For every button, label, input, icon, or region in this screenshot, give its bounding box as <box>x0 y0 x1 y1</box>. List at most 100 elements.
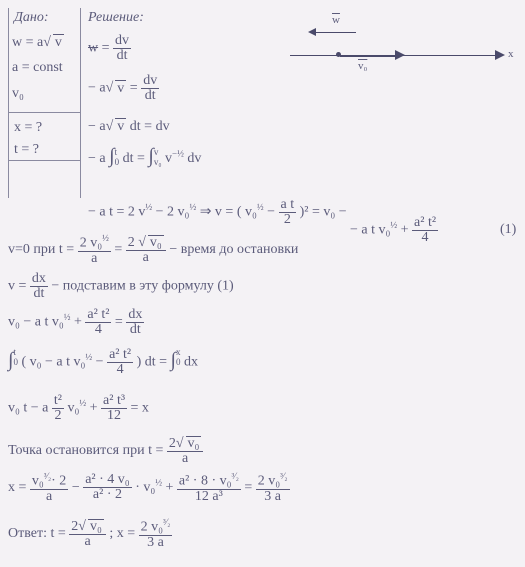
w-label: w <box>332 14 340 26</box>
s9ih: t <box>13 347 16 357</box>
given-a: a = const <box>12 60 63 75</box>
s6xfd: 4 <box>412 231 438 245</box>
s12t3e: ³⁄₂ <box>232 471 239 481</box>
s12t2d: a² · 2 <box>83 488 131 502</box>
find-x: x = ? <box>14 120 42 135</box>
s10fd: 2 <box>52 409 64 423</box>
s5fd: 2 <box>279 213 297 227</box>
s1-num: dv <box>113 34 131 49</box>
s6x1e: ½ <box>390 220 397 230</box>
s1-den: dt <box>113 49 131 63</box>
s12re: ³⁄₂ <box>280 471 287 481</box>
ans-tn-r: v₀ <box>88 519 104 534</box>
s9t: dx <box>184 355 198 370</box>
s7l: v = <box>8 279 30 294</box>
s6xfn: a² t² <box>412 216 438 231</box>
s6f2p: 2 <box>128 235 139 250</box>
ans-t: t = <box>50 526 69 541</box>
s3-lhs: − a <box>88 119 106 134</box>
s3-root: v <box>115 118 126 134</box>
s6-extra: − a t v₀½ + a² t²4 <box>350 216 438 245</box>
s11p: 2 <box>169 436 176 451</box>
s6-t: t = <box>59 242 78 257</box>
ans-tn-p: 2 <box>71 519 78 534</box>
s7note: − подставим в эту формулу (1) <box>51 279 233 294</box>
s12eq: = <box>244 480 255 495</box>
s5e2: ½ <box>189 202 196 212</box>
s1-cross: w <box>88 41 98 56</box>
given-v0: v₀ <box>12 86 24 101</box>
s1-eq: = <box>98 41 113 56</box>
s12m: − <box>72 480 83 495</box>
s5d: − <box>267 205 278 220</box>
s5b: − 2 v₀ <box>156 205 190 220</box>
s11a: Точка остановится при t = <box>8 443 167 458</box>
s12t3n: a² · 8 · v₀ <box>179 474 232 489</box>
s8fn: a² t² <box>85 308 111 323</box>
s10fn: t² <box>52 394 64 409</box>
s5c: ⇒ v = ( v₀ <box>200 205 257 220</box>
s12rn: 2 v₀ <box>258 474 280 489</box>
s11d: a <box>167 452 204 466</box>
s4-exp: −½ <box>172 148 184 158</box>
s3-rhs: dt = dv <box>126 119 169 134</box>
v0-arrow-line <box>340 55 395 57</box>
ans-td: a <box>69 535 106 549</box>
s12t1n2: · 2 <box>51 474 66 489</box>
s6-paren: (1) <box>500 222 516 237</box>
s2-rhs: = <box>126 81 141 96</box>
s4-il: 0 <box>115 157 120 167</box>
s4-rhs: v <box>165 151 172 166</box>
s4-i2l: v₀ <box>154 157 162 167</box>
s5fn: a t <box>279 198 297 213</box>
solution-title: Решение: <box>88 10 144 25</box>
s5e1: ½ <box>145 202 152 212</box>
physics-notes-page: Дано: w = a√v a = const v₀ x = ? t = ? Р… <box>0 0 525 567</box>
x-label: x <box>508 48 514 60</box>
s7: v = dxdt − подставим в эту формулу (1) <box>8 272 234 301</box>
v0-label: v₀ <box>358 60 367 72</box>
s9: ∫t0 ( v₀ − a t v₀½ − a² t²4 ) dt = ∫x0 d… <box>8 348 198 377</box>
s9m: − <box>96 355 107 370</box>
ans-sep: ; x = <box>109 526 138 541</box>
s12t2n: a² · 4 v₀ <box>83 473 131 488</box>
s2-root: v <box>115 80 126 96</box>
s8m: + <box>74 315 85 330</box>
s9b2: ) dt = <box>137 355 171 370</box>
s11: Точка остановится при t = 2√v₀a <box>8 436 203 466</box>
s8e: ½ <box>64 312 71 322</box>
rule-h-1 <box>8 112 80 113</box>
s12t1d: a <box>30 490 68 504</box>
s9i2l: 0 <box>176 357 181 367</box>
s2-num: dv <box>141 74 159 89</box>
s5: − a t = 2 v½ − 2 v₀½ ⇒ v = ( v₀½ − a t2 … <box>88 198 347 227</box>
s7n: dx <box>30 272 48 287</box>
s10f2n: a² t³ <box>101 394 127 409</box>
s4-mid: dt = <box>123 151 149 166</box>
answer: Ответ: t = 2√v₀a ; x = 2 v₀³⁄₂3 a <box>8 518 172 550</box>
ans-label: Ответ: <box>8 526 47 541</box>
s5a: − a t = 2 v <box>88 205 145 220</box>
s10r: = x <box>131 401 149 416</box>
s12md: · v₀ <box>135 480 155 495</box>
s6f1d: a <box>78 252 111 266</box>
ans-xe: ³⁄₂ <box>163 517 170 527</box>
w-arrow-head <box>308 28 316 36</box>
s9fn: a² t² <box>107 348 133 363</box>
s12me: ½ <box>155 477 162 487</box>
s12rd: 3 a <box>256 490 290 504</box>
find-t: t = ? <box>14 142 39 157</box>
s10m2: + <box>90 401 101 416</box>
s6x1: − a t v₀ <box>350 223 390 238</box>
s4-i2h: v <box>154 147 159 157</box>
s12: x = v₀³⁄₂· 2a − a² · 4 v₀a² · 2 · v₀½ + … <box>8 472 290 504</box>
s12t3d: 12 a³ <box>177 490 241 504</box>
s10e: ½ <box>79 398 86 408</box>
s2: − a√v = dvdt <box>88 74 159 103</box>
s12a: x = <box>8 480 30 495</box>
x-axis-head <box>495 50 505 60</box>
s8r: = <box>115 315 126 330</box>
s5t: )² = v₀ − <box>300 205 347 220</box>
s9e: ½ <box>85 352 92 362</box>
s9fd: 4 <box>107 363 133 377</box>
